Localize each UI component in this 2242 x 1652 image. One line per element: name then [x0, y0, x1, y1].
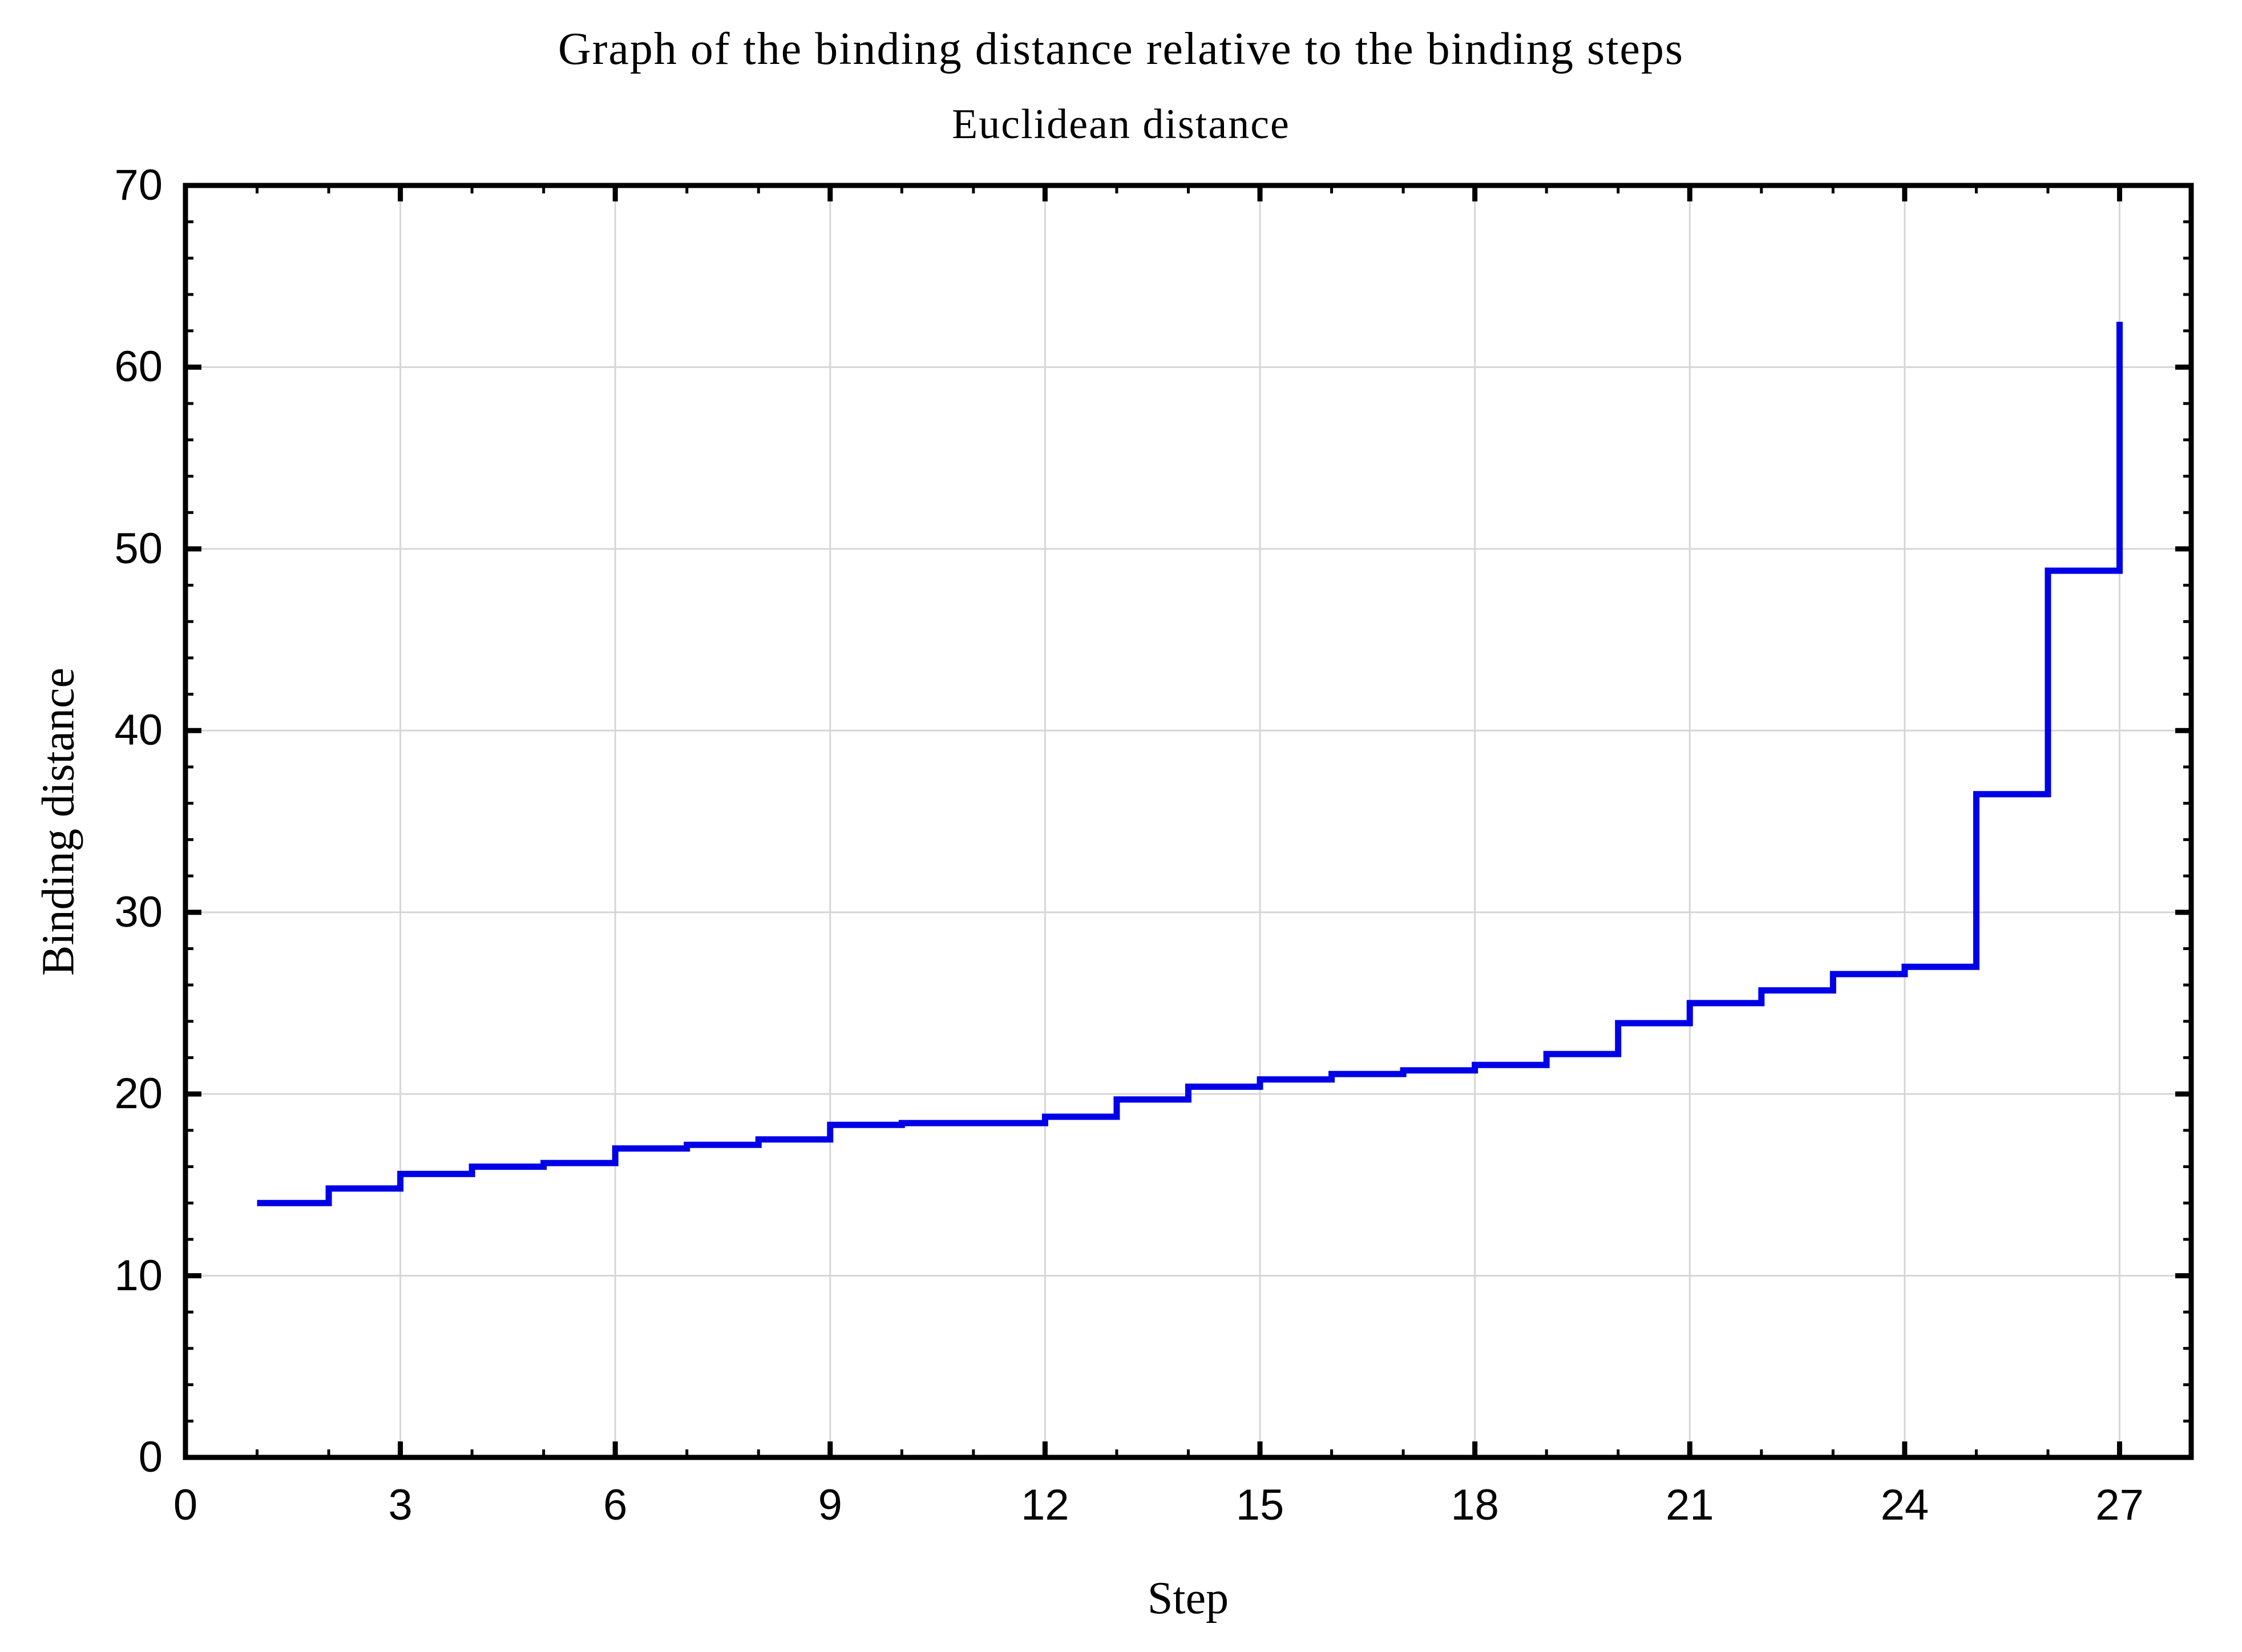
x-tick-label: 18	[1451, 1481, 1499, 1529]
x-tick-label: 24	[1880, 1481, 1929, 1529]
x-tick-label: 3	[388, 1481, 413, 1529]
x-tick-label: 27	[2095, 1481, 2144, 1529]
y-tick-label: 20	[114, 1069, 163, 1118]
x-tick-label: 0	[173, 1481, 198, 1529]
axes-box	[183, 183, 2194, 1460]
x-tick-label: 15	[1235, 1481, 1284, 1529]
y-tick-label: 30	[114, 887, 163, 936]
y-axis-title: Binding distance	[33, 668, 84, 976]
gridlines	[184, 184, 2191, 1459]
axis-ticks	[183, 183, 2193, 1460]
chart-title: Graph of the binding distance relative t…	[558, 24, 1684, 74]
x-tick-label: 9	[818, 1481, 842, 1529]
x-tick-label: 12	[1021, 1481, 1069, 1529]
data-series-step-line	[257, 321, 2123, 1206]
x-tick-label: 6	[603, 1481, 628, 1529]
y-tick-label: 70	[114, 161, 163, 209]
y-tick-label: 50	[114, 524, 163, 573]
chart-subtitle: Euclidean distance	[952, 101, 1290, 148]
y-tick-label: 10	[114, 1251, 163, 1300]
x-tick-label: 21	[1665, 1481, 1714, 1529]
x-axis-title: Step	[1147, 1573, 1229, 1623]
y-tick-label: 0	[138, 1433, 163, 1481]
y-tick-label: 40	[114, 706, 163, 755]
y-tick-label: 60	[114, 342, 163, 391]
